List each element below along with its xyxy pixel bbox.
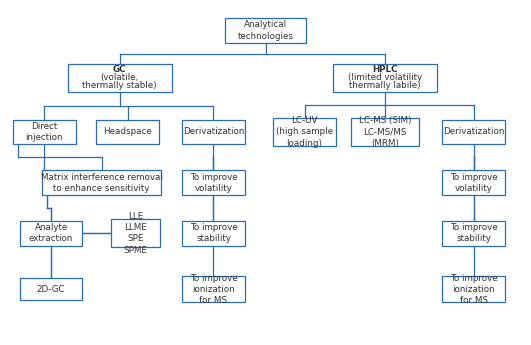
Text: 2D-GC: 2D-GC bbox=[37, 285, 65, 294]
Text: thermally stable): thermally stable) bbox=[82, 81, 157, 90]
Text: To improve
stability: To improve stability bbox=[450, 223, 498, 244]
Text: LC-UV
(high sample
loading): LC-UV (high sample loading) bbox=[276, 116, 333, 148]
Text: To improve
volatility: To improve volatility bbox=[190, 172, 237, 193]
FancyBboxPatch shape bbox=[182, 221, 245, 246]
Text: (volatile,: (volatile, bbox=[101, 73, 139, 82]
FancyBboxPatch shape bbox=[20, 221, 82, 246]
Text: To improve
ionization
for MS: To improve ionization for MS bbox=[450, 274, 498, 305]
FancyBboxPatch shape bbox=[442, 276, 505, 302]
Text: Derivatization: Derivatization bbox=[183, 127, 244, 136]
FancyBboxPatch shape bbox=[352, 118, 419, 146]
Text: GC: GC bbox=[113, 66, 126, 75]
FancyBboxPatch shape bbox=[442, 120, 505, 144]
Text: To improve
ionization
for MS: To improve ionization for MS bbox=[190, 274, 237, 305]
Text: To improve
stability: To improve stability bbox=[190, 223, 237, 244]
FancyBboxPatch shape bbox=[42, 170, 161, 195]
FancyBboxPatch shape bbox=[110, 219, 160, 247]
FancyBboxPatch shape bbox=[182, 276, 245, 302]
FancyBboxPatch shape bbox=[273, 118, 336, 146]
FancyBboxPatch shape bbox=[13, 120, 75, 144]
FancyBboxPatch shape bbox=[20, 278, 82, 300]
Text: Matrix interference removal
to enhance sensitivity: Matrix interference removal to enhance s… bbox=[41, 172, 162, 193]
Text: Analyte
extraction: Analyte extraction bbox=[29, 223, 73, 244]
FancyBboxPatch shape bbox=[182, 120, 245, 144]
Text: thermally labile): thermally labile) bbox=[349, 81, 421, 90]
Text: Analytical
technologies: Analytical technologies bbox=[237, 20, 294, 41]
FancyBboxPatch shape bbox=[96, 120, 159, 144]
Text: HPLC: HPLC bbox=[372, 66, 398, 75]
Text: To improve
volatility: To improve volatility bbox=[450, 172, 498, 193]
FancyBboxPatch shape bbox=[442, 170, 505, 195]
Text: Headspace: Headspace bbox=[103, 127, 152, 136]
Text: (limited volatility: (limited volatility bbox=[348, 73, 422, 82]
FancyBboxPatch shape bbox=[182, 170, 245, 195]
FancyBboxPatch shape bbox=[442, 221, 505, 246]
Text: Derivatization: Derivatization bbox=[443, 127, 504, 136]
FancyBboxPatch shape bbox=[68, 64, 172, 92]
Text: Direct
injection: Direct injection bbox=[25, 122, 63, 142]
Text: LC-MS (SIM)
LC-MS/MS
(MRM): LC-MS (SIM) LC-MS/MS (MRM) bbox=[359, 116, 412, 148]
FancyBboxPatch shape bbox=[333, 64, 437, 92]
FancyBboxPatch shape bbox=[225, 18, 306, 43]
Text: LLE
LLME
SPE
SPME: LLE LLME SPE SPME bbox=[124, 212, 147, 255]
